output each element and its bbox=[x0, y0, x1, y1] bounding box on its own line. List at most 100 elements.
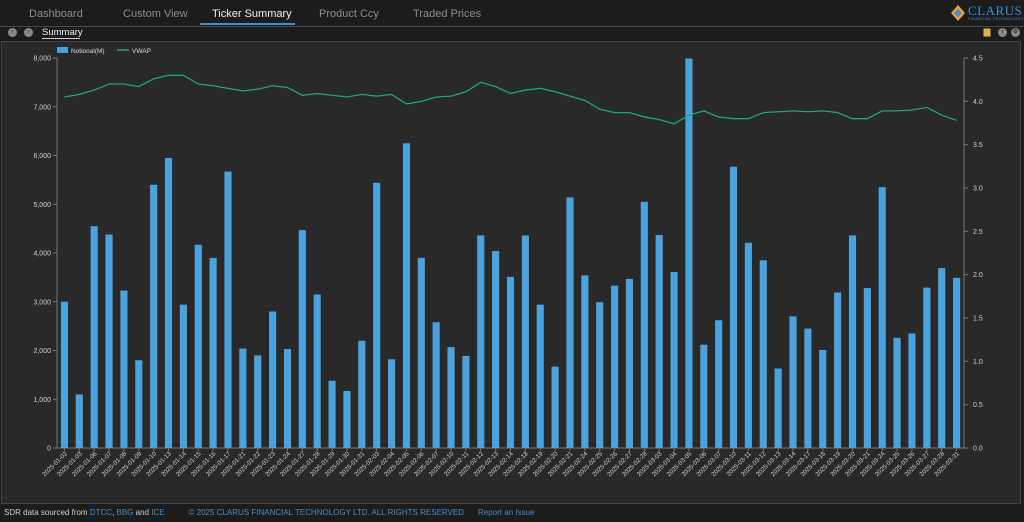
notional-bar bbox=[477, 235, 485, 448]
tab-custom-view[interactable]: Custom View bbox=[123, 8, 188, 20]
notional-bar bbox=[789, 316, 797, 449]
back-icon[interactable]: ‹ bbox=[8, 28, 17, 37]
notional-bar bbox=[343, 390, 351, 448]
notional-bar bbox=[744, 242, 752, 448]
ice-link[interactable]: ICE bbox=[151, 508, 165, 517]
footer-sep: , bbox=[112, 508, 117, 517]
y-left-tick-label: 6,000 bbox=[33, 153, 51, 160]
notional-bar bbox=[75, 394, 83, 449]
notional-bar bbox=[209, 257, 217, 449]
notional-bar bbox=[596, 302, 604, 448]
y-left-tick-label: 3,000 bbox=[33, 299, 51, 306]
bbg-link[interactable]: BBG bbox=[116, 508, 134, 517]
notional-bar bbox=[298, 230, 306, 448]
footer: SDR data sourced from DTCC, BBG and ICE ©… bbox=[4, 508, 534, 517]
tab-traded-prices[interactable]: Traded Prices bbox=[413, 8, 482, 20]
footer-source-text: SDR data sourced from bbox=[4, 508, 90, 517]
y-right-tick-label: 0.0 bbox=[973, 446, 983, 453]
logo-text: CLARUS bbox=[968, 3, 1023, 18]
forward-icon[interactable]: › bbox=[24, 28, 33, 37]
notional-bar bbox=[462, 355, 470, 448]
notional-bar bbox=[506, 276, 515, 448]
legend-notional-label: Notional(M) bbox=[71, 48, 105, 55]
report-issue-link[interactable]: Report an Issue bbox=[478, 508, 535, 517]
notional-bar bbox=[625, 278, 634, 448]
tab-summary[interactable]: Summary bbox=[42, 27, 83, 38]
document-icon[interactable] bbox=[983, 28, 991, 37]
top-navigation: Dashboard Custom View Ticker Summary Pro… bbox=[0, 0, 1024, 27]
notional-bar bbox=[373, 182, 381, 449]
notional-bar bbox=[164, 157, 173, 448]
info-icon[interactable]: i bbox=[998, 28, 1007, 37]
chart-panel: 0 1,000 2,000 3,000 4,000 5,000 6,000 7,000 8,00… bbox=[1, 41, 1021, 504]
notional-bar bbox=[923, 287, 931, 448]
notional-bar bbox=[269, 311, 277, 448]
notional-bar bbox=[239, 348, 247, 448]
legend-vwap-label: VWAP bbox=[132, 48, 151, 55]
y-left-tick-label: 1,000 bbox=[33, 397, 51, 404]
y-left-tick-label: 2,000 bbox=[33, 348, 51, 355]
notional-bar bbox=[179, 304, 187, 448]
tab-product-ccy[interactable]: Product Ccy bbox=[319, 8, 379, 20]
tab-dashboard[interactable]: Dashboard bbox=[29, 8, 83, 20]
notional-bar bbox=[774, 368, 782, 448]
notional-bar bbox=[194, 244, 202, 448]
vwap-line bbox=[64, 74, 957, 125]
y-right-tick-label: 3.5 bbox=[973, 142, 983, 149]
notional-bar bbox=[402, 143, 410, 448]
notional-bar bbox=[387, 359, 396, 448]
notional-bar bbox=[105, 234, 113, 448]
notional-bar bbox=[700, 344, 708, 448]
notional-bar bbox=[670, 272, 678, 448]
notional-vwap-chart: 0 1,000 2,000 3,000 4,000 5,000 6,000 7,000 8,00… bbox=[33, 47, 983, 478]
logo-subtext: FINANCIAL TECHNOLOGY bbox=[968, 16, 1024, 21]
active-tab-indicator bbox=[200, 23, 295, 25]
summary-tab-indicator bbox=[42, 38, 80, 39]
notional-bar bbox=[254, 355, 262, 449]
notional-bar bbox=[611, 285, 619, 448]
notional-bar bbox=[685, 58, 693, 449]
footer-sep: and bbox=[133, 508, 152, 517]
notional-bar bbox=[283, 349, 292, 448]
notional-bar bbox=[135, 360, 143, 448]
notional-bar bbox=[521, 235, 529, 448]
notional-bar bbox=[848, 235, 857, 448]
y-left-tick-label: 8,000 bbox=[33, 56, 51, 63]
notional-bar bbox=[417, 257, 425, 449]
legend-notional-swatch bbox=[57, 47, 68, 53]
notional-bar bbox=[313, 294, 321, 448]
y-right-tick-label: 1.5 bbox=[973, 316, 983, 323]
notional-bar bbox=[819, 350, 827, 448]
notional-bar bbox=[938, 268, 946, 448]
notional-bar bbox=[715, 320, 723, 448]
settings-icon[interactable]: ⚙ bbox=[1011, 28, 1020, 37]
tab-ticker-summary[interactable]: Ticker Summary bbox=[212, 8, 292, 20]
y-right-tick-label: 2.0 bbox=[973, 272, 983, 279]
y-right-tick-label: 4.5 bbox=[973, 56, 983, 63]
notional-bar bbox=[908, 333, 916, 448]
y-left-tick-label: 7,000 bbox=[33, 104, 51, 111]
dtcc-link[interactable]: DTCC bbox=[89, 508, 113, 517]
notional-bar bbox=[953, 277, 961, 448]
y-left-tick-label: 5,000 bbox=[33, 202, 51, 209]
y-right-tick-label: 3.0 bbox=[973, 186, 983, 193]
notional-bar bbox=[447, 347, 455, 448]
notional-bar bbox=[893, 337, 901, 448]
notional-bar bbox=[581, 275, 589, 448]
notional-bar bbox=[224, 171, 232, 448]
notional-bar bbox=[804, 328, 812, 448]
y-right-tick-label: 1.0 bbox=[973, 359, 983, 366]
notional-bar bbox=[759, 260, 767, 448]
notional-bar bbox=[566, 197, 574, 448]
notional-bar bbox=[358, 340, 366, 448]
notional-bar bbox=[878, 187, 886, 448]
logo-emblem-icon bbox=[951, 5, 965, 21]
notional-bar bbox=[492, 251, 500, 448]
notional-bar bbox=[150, 184, 158, 448]
copyright-link[interactable]: © 2025 CLARUS FINANCIAL TECHNOLOGY LTD. … bbox=[188, 508, 464, 517]
notional-bar bbox=[863, 288, 871, 448]
notional-bar bbox=[328, 380, 336, 448]
clarus-logo[interactable]: CLARUS FINANCIAL TECHNOLOGY bbox=[950, 3, 1023, 23]
y-right-tick-label: 4.0 bbox=[973, 99, 983, 106]
notional-bar bbox=[729, 166, 738, 448]
